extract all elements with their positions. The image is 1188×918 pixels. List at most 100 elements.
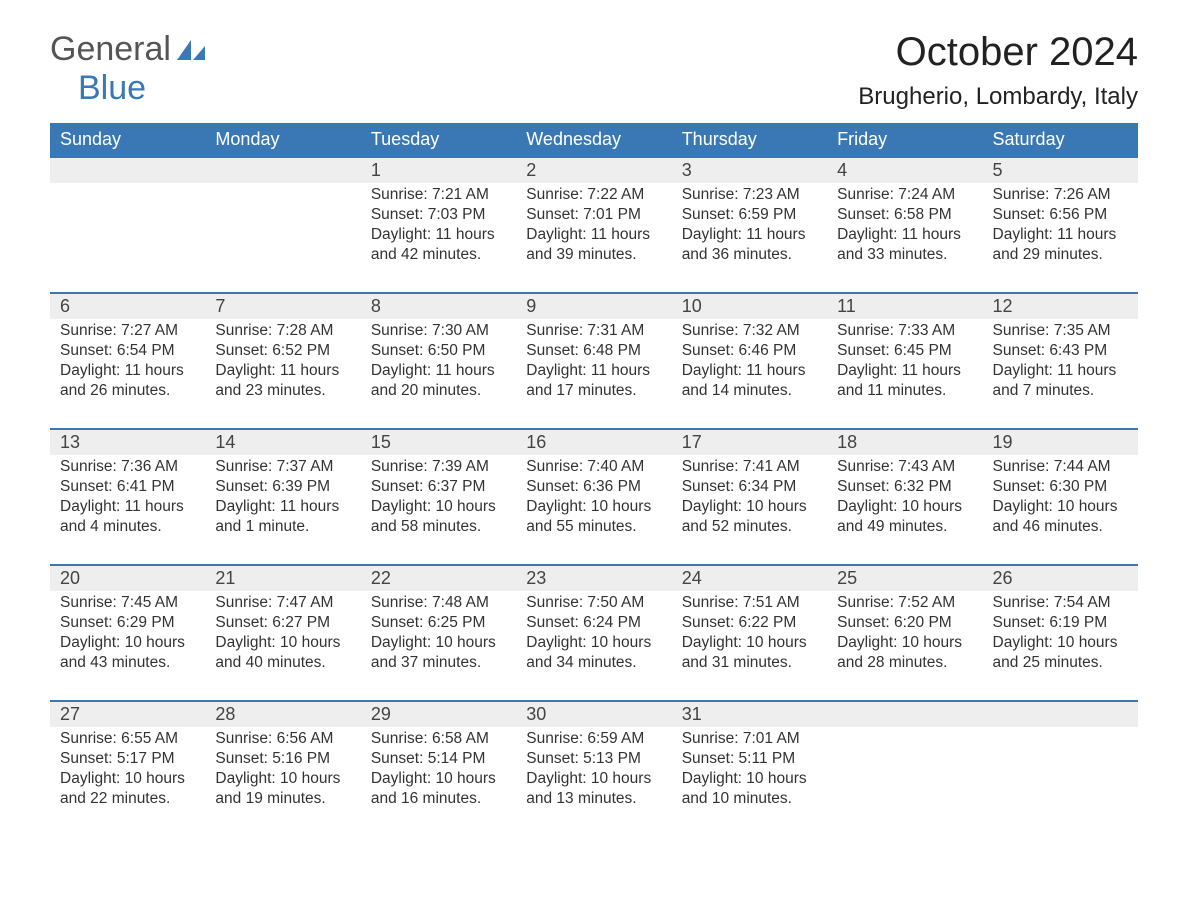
day-number: 6 (60, 296, 70, 316)
month-title: October 2024 (858, 30, 1138, 75)
day-number-cell: 20 (50, 565, 205, 591)
day-info: Sunrise: 7:26 AMSunset: 6:56 PMDaylight:… (993, 185, 1128, 266)
day-data-cell: Sunrise: 7:50 AMSunset: 6:24 PMDaylight:… (516, 591, 671, 701)
title-block: October 2024 Brugherio, Lombardy, Italy (858, 30, 1138, 111)
day-number: 31 (682, 704, 702, 724)
day-data-cell: Sunrise: 7:35 AMSunset: 6:43 PMDaylight:… (983, 319, 1138, 429)
day-info: Sunrise: 7:35 AMSunset: 6:43 PMDaylight:… (993, 321, 1128, 402)
day-data-cell: Sunrise: 7:30 AMSunset: 6:50 PMDaylight:… (361, 319, 516, 429)
day-data-cell: Sunrise: 7:43 AMSunset: 6:32 PMDaylight:… (827, 455, 982, 565)
day-info: Sunrise: 7:36 AMSunset: 6:41 PMDaylight:… (60, 457, 195, 538)
weekday-header: Friday (827, 123, 982, 157)
day-number-cell: 18 (827, 429, 982, 455)
day-number-cell: 1 (361, 157, 516, 183)
day-info: Sunrise: 7:51 AMSunset: 6:22 PMDaylight:… (682, 593, 817, 674)
day-number-cell: 9 (516, 293, 671, 319)
day-number: 30 (526, 704, 546, 724)
day-data-cell: Sunrise: 7:52 AMSunset: 6:20 PMDaylight:… (827, 591, 982, 701)
day-data-cell: Sunrise: 7:39 AMSunset: 6:37 PMDaylight:… (361, 455, 516, 565)
day-number: 28 (215, 704, 235, 724)
day-info: Sunrise: 6:56 AMSunset: 5:16 PMDaylight:… (215, 729, 350, 810)
day-data-cell: Sunrise: 7:54 AMSunset: 6:19 PMDaylight:… (983, 591, 1138, 701)
day-info: Sunrise: 7:50 AMSunset: 6:24 PMDaylight:… (526, 593, 661, 674)
day-number-cell: 19 (983, 429, 1138, 455)
logo-text-blue: Blue (78, 69, 146, 107)
day-number-cell: 15 (361, 429, 516, 455)
day-info: Sunrise: 7:43 AMSunset: 6:32 PMDaylight:… (837, 457, 972, 538)
day-info: Sunrise: 6:55 AMSunset: 5:17 PMDaylight:… (60, 729, 195, 810)
day-number-cell: 3 (672, 157, 827, 183)
day-data-cell: Sunrise: 7:28 AMSunset: 6:52 PMDaylight:… (205, 319, 360, 429)
day-info: Sunrise: 7:40 AMSunset: 6:36 PMDaylight:… (526, 457, 661, 538)
day-number: 29 (371, 704, 391, 724)
day-data-cell: Sunrise: 7:51 AMSunset: 6:22 PMDaylight:… (672, 591, 827, 701)
day-info: Sunrise: 7:24 AMSunset: 6:58 PMDaylight:… (837, 185, 972, 266)
day-info: Sunrise: 7:41 AMSunset: 6:34 PMDaylight:… (682, 457, 817, 538)
day-number: 4 (837, 160, 847, 180)
day-data-cell: Sunrise: 7:22 AMSunset: 7:01 PMDaylight:… (516, 183, 671, 293)
day-info: Sunrise: 7:45 AMSunset: 6:29 PMDaylight:… (60, 593, 195, 674)
day-info: Sunrise: 7:21 AMSunset: 7:03 PMDaylight:… (371, 185, 506, 266)
day-number: 27 (60, 704, 80, 724)
day-data-cell: Sunrise: 7:40 AMSunset: 6:36 PMDaylight:… (516, 455, 671, 565)
day-info: Sunrise: 7:39 AMSunset: 6:37 PMDaylight:… (371, 457, 506, 538)
day-number: 17 (682, 432, 702, 452)
logo-text-general: General (50, 30, 171, 68)
day-number: 21 (215, 568, 235, 588)
day-data-cell (50, 183, 205, 293)
day-number-cell: 12 (983, 293, 1138, 319)
day-number: 19 (993, 432, 1013, 452)
day-info: Sunrise: 7:31 AMSunset: 6:48 PMDaylight:… (526, 321, 661, 402)
day-number-cell: 2 (516, 157, 671, 183)
day-number-cell: 27 (50, 701, 205, 727)
day-number-cell: 28 (205, 701, 360, 727)
day-number: 3 (682, 160, 692, 180)
day-number-cell: 17 (672, 429, 827, 455)
day-info: Sunrise: 7:23 AMSunset: 6:59 PMDaylight:… (682, 185, 817, 266)
day-number-cell: 4 (827, 157, 982, 183)
day-info: Sunrise: 7:47 AMSunset: 6:27 PMDaylight:… (215, 593, 350, 674)
day-info: Sunrise: 7:22 AMSunset: 7:01 PMDaylight:… (526, 185, 661, 266)
day-info: Sunrise: 7:32 AMSunset: 6:46 PMDaylight:… (682, 321, 817, 402)
day-data-cell: Sunrise: 6:55 AMSunset: 5:17 PMDaylight:… (50, 727, 205, 837)
day-number: 8 (371, 296, 381, 316)
day-number-cell: 10 (672, 293, 827, 319)
day-number-cell: 30 (516, 701, 671, 727)
day-number: 9 (526, 296, 536, 316)
day-number: 1 (371, 160, 381, 180)
weekday-header: Monday (205, 123, 360, 157)
day-number-cell (50, 157, 205, 183)
day-number: 16 (526, 432, 546, 452)
day-number-cell (827, 701, 982, 727)
day-number-cell: 13 (50, 429, 205, 455)
day-info: Sunrise: 7:27 AMSunset: 6:54 PMDaylight:… (60, 321, 195, 402)
weekday-header-row: SundayMondayTuesdayWednesdayThursdayFrid… (50, 123, 1138, 157)
day-data-cell: Sunrise: 7:41 AMSunset: 6:34 PMDaylight:… (672, 455, 827, 565)
day-number-cell: 6 (50, 293, 205, 319)
day-number: 23 (526, 568, 546, 588)
day-number: 10 (682, 296, 702, 316)
day-data-cell: Sunrise: 7:26 AMSunset: 6:56 PMDaylight:… (983, 183, 1138, 293)
day-info: Sunrise: 7:30 AMSunset: 6:50 PMDaylight:… (371, 321, 506, 402)
day-number: 13 (60, 432, 80, 452)
day-number-cell: 24 (672, 565, 827, 591)
weekday-header: Thursday (672, 123, 827, 157)
daynum-row: 6789101112 (50, 293, 1138, 319)
day-info: Sunrise: 7:44 AMSunset: 6:30 PMDaylight:… (993, 457, 1128, 538)
day-number: 11 (837, 296, 856, 316)
day-number: 22 (371, 568, 391, 588)
day-number-cell: 14 (205, 429, 360, 455)
logo-sail-icon (177, 40, 205, 65)
daynum-row: 27 28 29 30 31 (50, 701, 1138, 727)
day-data-cell: Sunrise: 7:37 AMSunset: 6:39 PMDaylight:… (205, 455, 360, 565)
daynum-row: 20212223242526 (50, 565, 1138, 591)
day-data-cell: Sunrise: 7:21 AMSunset: 7:03 PMDaylight:… (361, 183, 516, 293)
day-info: Sunrise: 7:28 AMSunset: 6:52 PMDaylight:… (215, 321, 350, 402)
day-data-cell: Sunrise: 7:47 AMSunset: 6:27 PMDaylight:… (205, 591, 360, 701)
weekday-header: Saturday (983, 123, 1138, 157)
day-data-cell: Sunrise: 7:32 AMSunset: 6:46 PMDaylight:… (672, 319, 827, 429)
day-number-cell: 5 (983, 157, 1138, 183)
day-data-cell: Sunrise: 7:33 AMSunset: 6:45 PMDaylight:… (827, 319, 982, 429)
location: Brugherio, Lombardy, Italy (858, 83, 1138, 111)
day-number-cell: 31 (672, 701, 827, 727)
